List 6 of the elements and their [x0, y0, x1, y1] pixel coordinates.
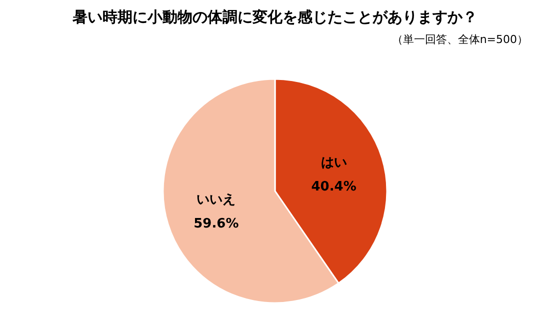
text: （単一回答、全体n=500）: [392, 33, 528, 46]
data-label: 59.6%: [194, 216, 239, 232]
slice-label: いいえ: [196, 192, 236, 208]
data-label: 40.4%: [311, 180, 356, 195]
slice-label: はい: [320, 156, 347, 171]
chart-title: 暑い時期に小動物の体調に変化を感じたことがありますか？: [72, 8, 478, 26]
